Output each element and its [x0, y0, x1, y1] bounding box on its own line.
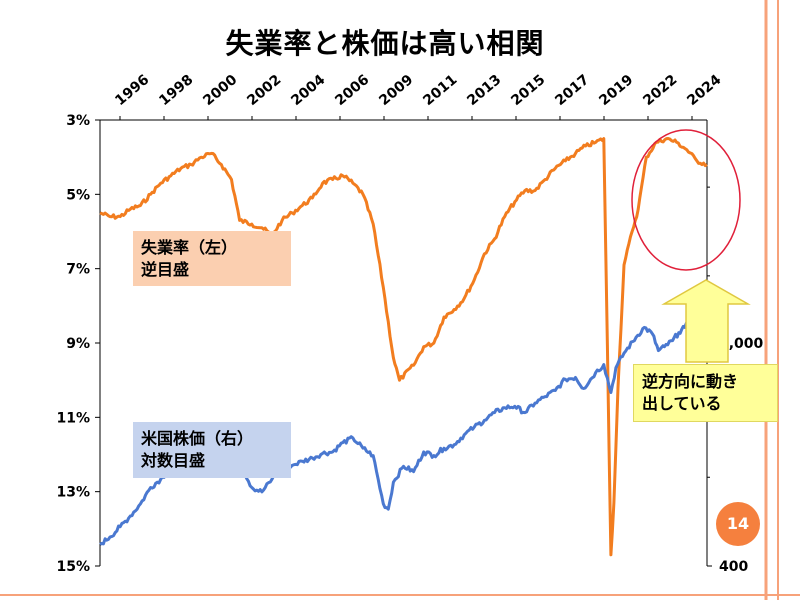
unemployment-line: [99, 137, 708, 557]
page-title: 失業率と株価は高い相関: [225, 27, 545, 60]
left-axis-tick-label: 3%: [66, 113, 90, 129]
x-axis-tick-label: 2013: [464, 72, 504, 109]
left-axis-tick-label: 5%: [66, 187, 90, 203]
unemployment-annotation-line1: 失業率（左）: [141, 238, 238, 257]
up-arrow-shape: [661, 279, 751, 363]
x-axis-tick-label: 2002: [244, 72, 284, 109]
x-axis-tick-label: 1998: [156, 72, 196, 109]
x-axis-tick-label: 1996: [112, 72, 152, 109]
highlight-ellipse: [631, 129, 741, 271]
x-axis-tick-label: 2015: [508, 72, 548, 109]
left-axis-tick-label: 11%: [56, 410, 90, 426]
x-axis-tick-label: 2024: [684, 72, 724, 109]
left-axis-tick-label: 7%: [66, 262, 90, 278]
x-axis-tick-label: 2017: [552, 72, 592, 109]
right-axis-tick-label: 400: [719, 559, 748, 575]
x-axis-tick-label: 2000: [200, 72, 240, 109]
x-axis-tick-label: 2006: [332, 72, 372, 109]
left-axis-tick-label: 15%: [56, 559, 90, 575]
left-axis-tick-label: 9%: [66, 336, 90, 352]
left-axis-tick-label: 13%: [56, 485, 90, 501]
unemployment-annotation: 失業率（左） 逆目盛: [133, 231, 291, 286]
x-axis-tick-label: 2022: [640, 72, 680, 109]
stock-annotation-line1: 米国株価（右）: [141, 429, 254, 448]
chart-series: [99, 137, 709, 557]
x-axis-tick-label: 2004: [288, 72, 328, 109]
chart-overlay: [631, 129, 751, 363]
right-axis-tick-label: 4,000: [719, 336, 764, 352]
opposite-annotation-line2: 出している: [642, 394, 722, 413]
stock-annotation: 米国株価（右） 対数目盛: [133, 422, 291, 478]
x-axis-tick-label: 2009: [376, 72, 416, 109]
opposite-annotation-line1: 逆方向に動き: [642, 372, 739, 391]
page-number-badge: 14: [716, 502, 760, 546]
stock-annotation-line2: 対数目盛: [141, 451, 206, 470]
opposite-direction-annotation: 逆方向に動き 出している: [633, 364, 778, 422]
x-axis-tick-label: 2019: [596, 72, 636, 109]
x-axis-tick-label: 2011: [420, 72, 460, 109]
unemployment-annotation-line2: 逆目盛: [141, 260, 190, 279]
